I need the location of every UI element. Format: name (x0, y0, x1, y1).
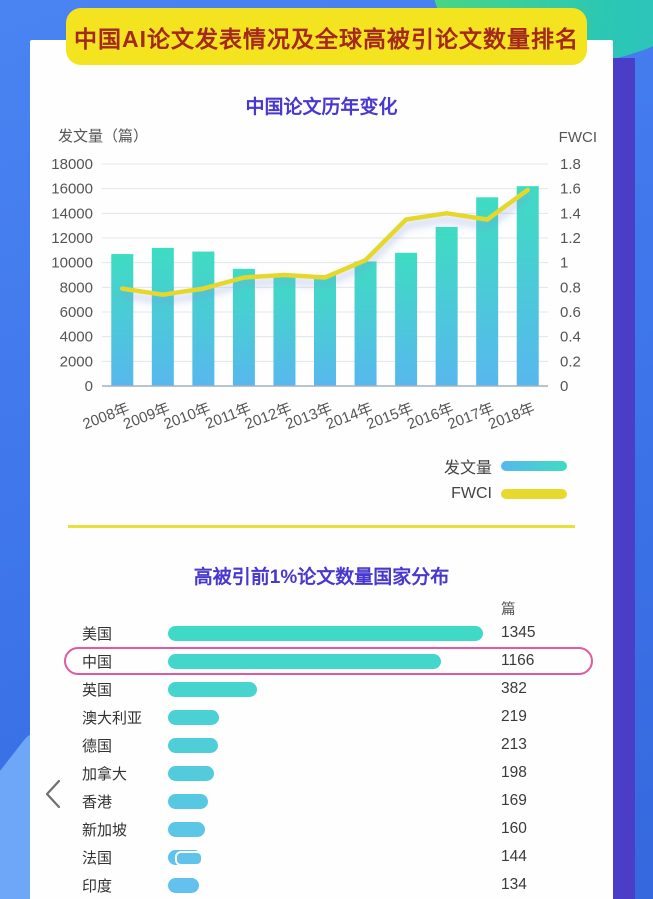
svg-text:16000: 16000 (51, 181, 93, 198)
country-row-5: 德国 213 (64, 731, 593, 759)
country-bar (168, 793, 208, 809)
svg-text:1.8: 1.8 (560, 156, 581, 173)
svg-text:1.4: 1.4 (560, 205, 581, 222)
country-label: 英国 (82, 681, 113, 699)
country-value: 169 (501, 792, 527, 809)
svg-text:0: 0 (85, 378, 93, 395)
country-bar (168, 681, 257, 697)
country-value: 382 (501, 680, 527, 697)
svg-text:1: 1 (560, 255, 568, 272)
country-value: 1166 (501, 652, 535, 669)
country-label: 法国 (82, 849, 113, 867)
country-row-4: 澳大利亚 219 (64, 703, 593, 731)
country-label: 中国 (82, 653, 113, 671)
country-bar (168, 709, 219, 725)
country-label: 美国 (82, 625, 113, 643)
country-value: 134 (501, 876, 527, 893)
svg-text:6000: 6000 (60, 304, 93, 321)
country-row-6: 加拿大 198 (64, 759, 593, 787)
svg-text:0.6: 0.6 (560, 304, 581, 321)
country-label: 加拿大 (82, 765, 128, 783)
publications-swatch-icon (501, 461, 567, 471)
legend-item-fwci: FWCI (451, 485, 567, 503)
axis-labels-row: 发文量（篇） FWCI (30, 119, 613, 146)
legend-label-publications: 发文量 (443, 460, 492, 477)
svg-text:0.2: 0.2 (560, 353, 581, 370)
country-bar (168, 849, 203, 866)
country-value: 144 (501, 848, 527, 865)
svg-text:2018年: 2018年 (486, 400, 537, 433)
svg-text:14000: 14000 (51, 205, 93, 222)
legend-label-fwci: FWCI (451, 485, 492, 502)
svg-text:10000: 10000 (51, 255, 93, 272)
country-row-2: 中国 1166 (64, 647, 593, 675)
country-bar-list: 美国 1345 中国 1166 英国 382 澳大利亚 219 德国 213 加拿大 198 香港 169… (30, 619, 613, 899)
carousel-back-icon[interactable] (42, 778, 64, 810)
legend-item-publications: 发文量 (444, 454, 567, 478)
title-banner: 中国AI论文发表情况及全球高被引论文数量排名 (66, 8, 587, 65)
country-bar (168, 653, 441, 669)
content-card: 中国论文历年变化 发文量（篇） FWCI 0 0 2000 0.2 4000 0.4 600… (30, 40, 613, 899)
country-bar (168, 737, 218, 753)
unit-header-row: 篇 (64, 597, 593, 619)
country-label: 澳大利亚 (82, 709, 143, 727)
country-label: 德国 (82, 737, 113, 755)
country-row-10: 印度 134 (64, 871, 593, 899)
svg-text:0.4: 0.4 (560, 329, 581, 346)
country-label: 香港 (82, 793, 113, 811)
country-row-3: 英国 382 (64, 675, 593, 703)
right-axis-label: FWCI (558, 129, 597, 146)
country-row-9: 法国 144 (64, 843, 593, 871)
section-divider (68, 525, 575, 528)
page-title: 中国AI论文发表情况及全球高被引论文数量排名 (74, 25, 579, 52)
svg-text:12000: 12000 (51, 230, 93, 247)
country-bar (168, 765, 214, 781)
country-row-7: 香港 169 (64, 787, 593, 815)
country-row-8: 新加坡 160 (64, 815, 593, 843)
country-label: 新加坡 (82, 821, 128, 839)
svg-text:4000: 4000 (60, 329, 93, 346)
fwci-swatch-icon (501, 489, 567, 499)
unit-header: 篇 (501, 601, 516, 618)
country-bar (168, 625, 483, 641)
country-label: 印度 (82, 877, 113, 895)
country-row-1: 美国 1345 (64, 619, 593, 647)
svg-text:1.2: 1.2 (560, 230, 581, 247)
svg-text:8000: 8000 (60, 279, 93, 296)
country-value: 1345 (501, 624, 536, 641)
player-scrubber-artifact (175, 850, 203, 866)
svg-text:0: 0 (560, 378, 568, 395)
chart1-title: 中国论文历年变化 (245, 97, 398, 118)
svg-text:1.6: 1.6 (560, 181, 581, 198)
country-value: 198 (501, 764, 527, 781)
svg-text:0.8: 0.8 (560, 279, 581, 296)
country-bar (168, 821, 205, 837)
chart2-title: 高被引前1%论文数量国家分布 (193, 567, 450, 588)
country-value: 213 (501, 736, 527, 753)
svg-text:18000: 18000 (51, 156, 93, 173)
chart1-legend: 发文量 FWCI (30, 448, 613, 503)
combo-bar-line-chart: 0 0 2000 0.2 4000 0.4 6000 0.6 8000 0.8 10000 1 1200… (51, 156, 581, 433)
svg-text:2000: 2000 (60, 353, 93, 370)
country-bar (168, 877, 199, 893)
country-value: 219 (501, 708, 527, 725)
country-value: 160 (501, 820, 527, 837)
left-axis-label: 发文量（篇） (58, 128, 149, 145)
